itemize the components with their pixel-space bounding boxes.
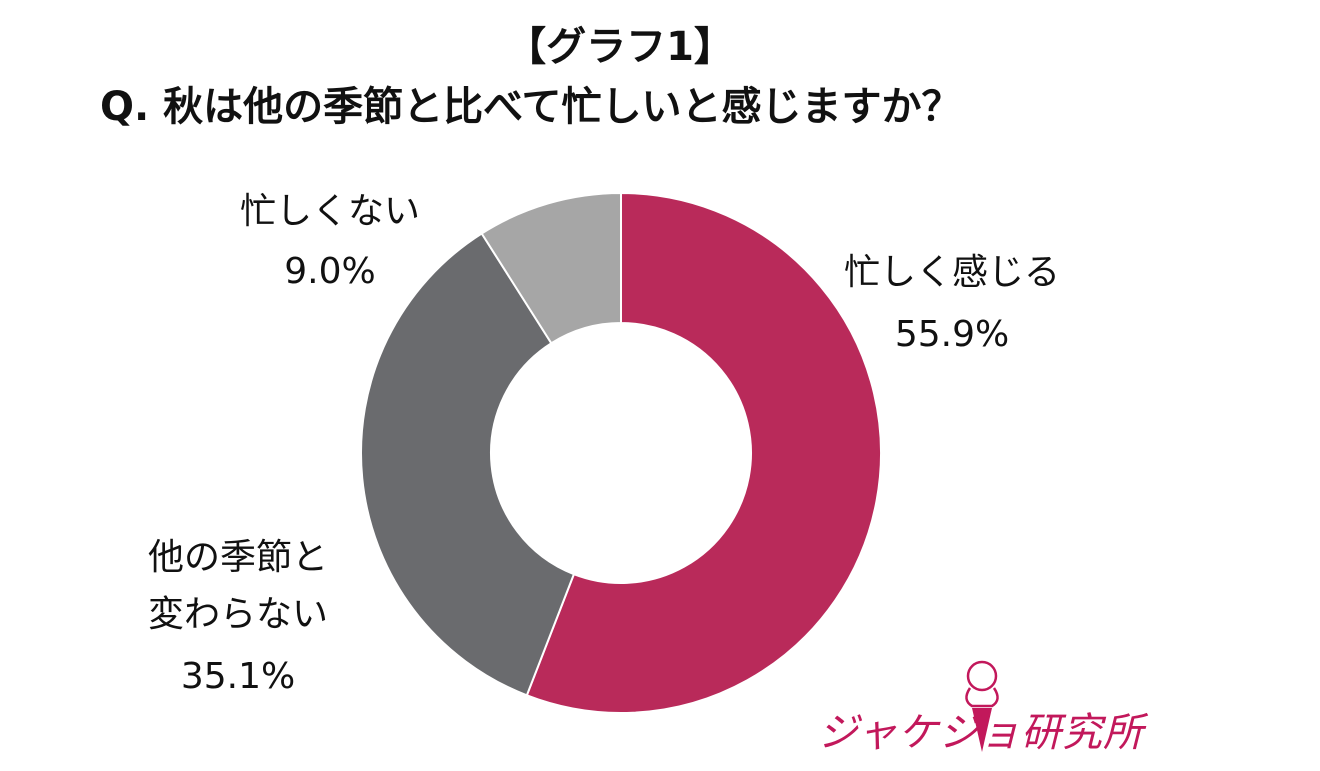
chart-question: Q. 秋は他の季節と比べて忙しいと感じますか？ [100,84,962,130]
value-busy: 55.9% [895,314,1009,355]
slice-3 [480,191,622,345]
slice-1 [525,191,882,714]
donut-slices [360,191,882,714]
logo-figure-icon [965,660,999,752]
label-busy: 忙しく感じる [844,252,1060,293]
value-same: 35.1% [181,656,295,697]
brand-logo: ジャケジョ研究所 [812,652,1143,762]
label-same-line1: 他の季節と [148,537,328,578]
chart-title: 【グラフ1】 [506,24,734,70]
value-not-busy: 9.0% [284,251,375,292]
slice-2 [360,232,576,697]
logo-text: ジャケジョ研究所 [818,710,1144,756]
label-same-line2: 変わらない [148,594,328,635]
label-not-busy: 忙しくない [240,191,420,232]
